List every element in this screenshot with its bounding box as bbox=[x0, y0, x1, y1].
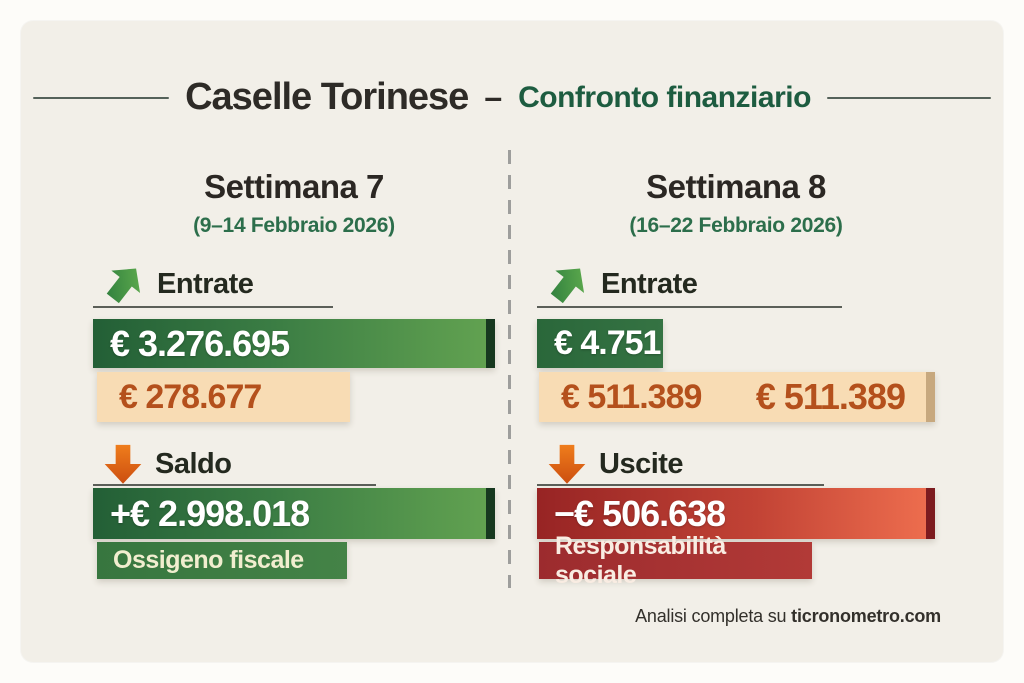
week7-entrate-underline bbox=[93, 306, 333, 308]
week8-uscite-header: Uscite bbox=[545, 442, 684, 486]
week8-uscite-label: Uscite bbox=[599, 447, 684, 480]
title-decor-line-right bbox=[826, 96, 991, 99]
week8-entrate-header: Entrate bbox=[545, 262, 698, 306]
week8-dates: (16–22 Febbraio 2026) bbox=[629, 214, 843, 237]
arrow-down-icon bbox=[548, 444, 586, 484]
week8-uscite-underline bbox=[537, 484, 824, 486]
week8-saldo-bar: −€ 506.638 bbox=[537, 488, 935, 539]
arrow-up-icon bbox=[550, 268, 585, 304]
page-title: Caselle Torinese – Confronto finanziario bbox=[0, 76, 1024, 119]
week7-entrate-bar: € 3.276.695 bbox=[93, 319, 495, 368]
footer-note: Analisi completa su ticronometro.com bbox=[635, 606, 941, 627]
week7-tag-bar: Ossigeno fiscale bbox=[97, 542, 347, 579]
title-main: Caselle Torinese bbox=[185, 76, 469, 118]
arrow-down-icon bbox=[104, 444, 142, 484]
week7-saldo-value: +€ 2.998.018 bbox=[110, 492, 310, 534]
week7-saldo-underline bbox=[93, 484, 376, 486]
week7-uscite-bar: € 278.677 bbox=[97, 372, 350, 422]
title-decor-line-left bbox=[33, 96, 170, 99]
week7-entrate-label: Entrate bbox=[157, 267, 254, 300]
bar-endcap bbox=[926, 372, 935, 422]
week8-entrate-label: Entrate bbox=[601, 267, 698, 300]
week8-uscite-value-right: € 511.389 bbox=[755, 376, 906, 417]
footer-site: ticronometro.com bbox=[791, 606, 941, 626]
bar-endcap bbox=[486, 319, 495, 368]
arrow-up-icon bbox=[106, 268, 141, 304]
week7-saldo-bar: +€ 2.998.018 bbox=[93, 488, 495, 539]
week7-title: Settimana 7 bbox=[204, 168, 384, 205]
week8-uscite-bar: € 511.389 € 511.389 bbox=[539, 372, 935, 422]
week8-entrate-bar: € 4.751 bbox=[537, 319, 663, 368]
week8-saldo-value: −€ 506.638 bbox=[554, 492, 726, 534]
bar-endcap bbox=[926, 488, 935, 539]
column-week7: Settimana 7 (9–14 Febbraio 2026) Entrate… bbox=[93, 0, 495, 683]
bar-endcap bbox=[486, 488, 495, 539]
week7-saldo-header: Saldo bbox=[101, 442, 232, 486]
week7-uscite-value: € 278.677 bbox=[119, 377, 262, 416]
week8-entrate-underline bbox=[537, 306, 842, 308]
week7-entrate-value: € 3.276.695 bbox=[110, 322, 290, 364]
week8-title: Settimana 8 bbox=[646, 168, 826, 205]
week7-dates: (9–14 Febbraio 2026) bbox=[193, 214, 395, 237]
column-divider bbox=[508, 150, 511, 588]
week7-tag-label: Ossigeno fiscale bbox=[113, 546, 304, 574]
week8-entrate-value: € 4.751 bbox=[554, 324, 661, 362]
week8-header: Settimana 8 (16–22 Febbraio 2026) bbox=[537, 168, 935, 238]
column-week8: Settimana 8 (16–22 Febbraio 2026) Entrat… bbox=[537, 0, 935, 683]
week7-entrate-header: Entrate bbox=[101, 262, 254, 306]
title-subtitle: Confronto finanziario bbox=[518, 80, 811, 114]
week7-saldo-label: Saldo bbox=[155, 447, 232, 480]
title-separator: – bbox=[484, 79, 503, 115]
week7-header: Settimana 7 (9–14 Febbraio 2026) bbox=[93, 168, 495, 238]
week8-tag-bar: Responsabilità sociale bbox=[539, 532, 812, 589]
week8-tag-label: Responsabilità sociale bbox=[555, 531, 726, 589]
footer-prefix: Analisi completa su bbox=[635, 606, 792, 626]
week8-uscite-value: € 511.389 bbox=[561, 377, 702, 416]
